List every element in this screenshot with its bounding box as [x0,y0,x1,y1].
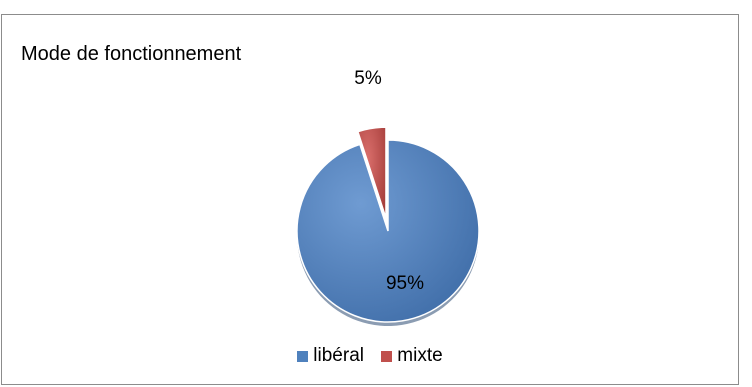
legend-swatch-liberal [297,350,309,362]
legend-label-mixte: mixte [397,345,443,366]
pie-slice-mixte [356,126,387,219]
pie-slice-liberal [296,139,480,323]
chart-title: Mode de fonctionnement [21,43,242,65]
legend-swatch-mixte [381,350,393,362]
legend-item-liberal: libéral [297,345,364,367]
data-label-liberal: 95% [386,273,424,294]
legend-item-mixte: mixte [381,345,443,367]
data-label-mixte: 5% [354,68,382,89]
legend-label-liberal: libéral [313,345,364,366]
chart-legend: libéral mixte [0,345,740,368]
